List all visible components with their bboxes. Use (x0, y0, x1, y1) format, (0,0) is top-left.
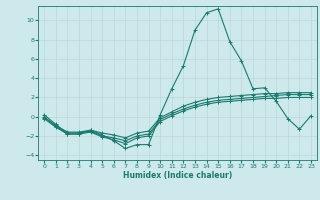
X-axis label: Humidex (Indice chaleur): Humidex (Indice chaleur) (123, 171, 232, 180)
